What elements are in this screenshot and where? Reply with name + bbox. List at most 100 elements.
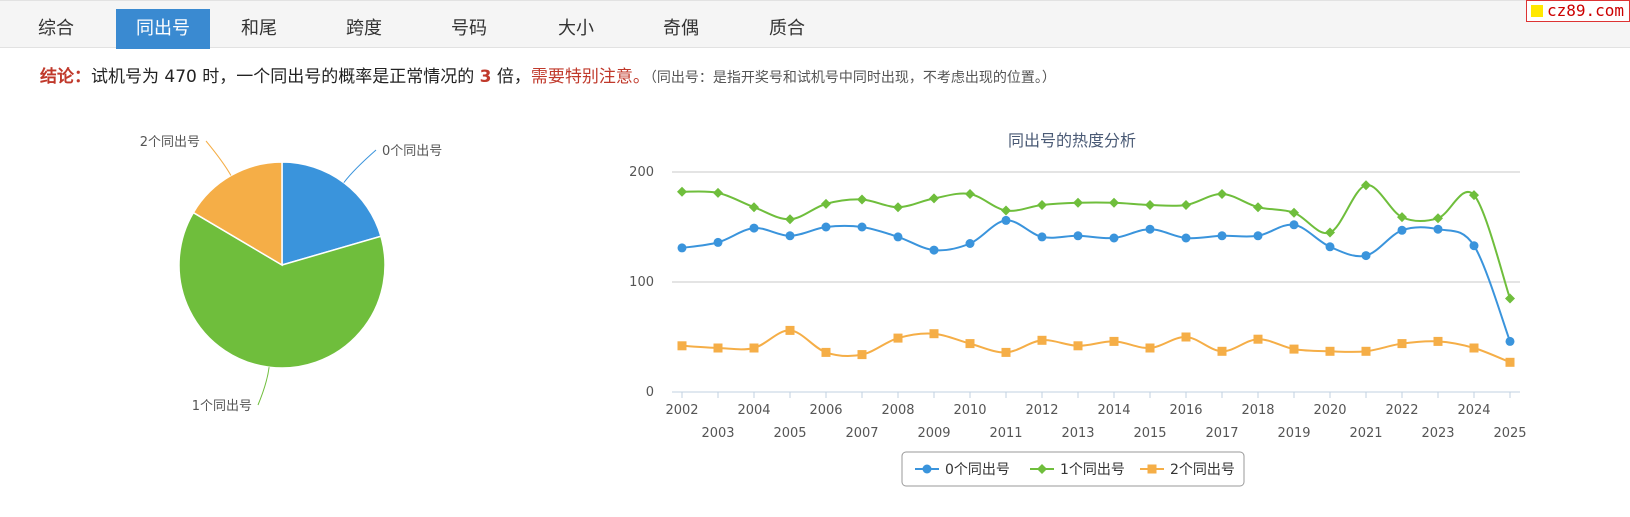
point-s2-19[interactable] (1361, 346, 1371, 356)
point-s0-0[interactable] (677, 243, 687, 253)
point-s2-0[interactable] (677, 341, 687, 351)
point-s0-21[interactable] (1433, 224, 1443, 234)
pie-connector-0 (343, 149, 377, 183)
point-s0-12[interactable] (1109, 233, 1119, 243)
point-s1-11[interactable] (1073, 197, 1083, 208)
pie-slice-2[interactable] (192, 161, 283, 267)
point-s1-6[interactable] (893, 202, 903, 213)
point-s1-5[interactable] (857, 194, 867, 205)
tab-7[interactable]: 质合 (769, 18, 805, 39)
tab-5[interactable]: 大小 (558, 18, 594, 39)
point-s1-1[interactable] (713, 187, 723, 198)
point-s0-18[interactable] (1325, 242, 1335, 252)
point-s1-14[interactable] (1181, 200, 1191, 210)
point-s1-15[interactable] (1217, 189, 1227, 199)
point-s2-1[interactable] (713, 343, 723, 353)
legend-marker-1[interactable] (1037, 464, 1047, 474)
point-s2-3[interactable] (785, 325, 795, 335)
point-s0-11[interactable] (1073, 231, 1083, 241)
point-s0-14[interactable] (1181, 233, 1191, 243)
point-s2-4[interactable] (821, 347, 831, 357)
point-s2-7[interactable] (929, 329, 939, 339)
point-s1-10[interactable] (1037, 200, 1047, 210)
point-s1-22[interactable] (1469, 190, 1479, 201)
legend: 0个同出号 1个同出号 2个同出号 (901, 451, 1245, 487)
legend-label-2: 2个同出号 (1170, 462, 1235, 478)
point-s2-21[interactable] (1433, 336, 1443, 346)
x-tick-label-13: 2015 (1133, 426, 1166, 441)
tab-0[interactable]: 综合 (38, 18, 74, 39)
x-tick-label-14: 2016 (1169, 403, 1202, 418)
pie-connector-2 (205, 140, 232, 176)
legend-item-0[interactable]: 0个同出号 (915, 462, 1010, 478)
point-s1-21[interactable] (1433, 213, 1443, 224)
tab-2[interactable]: 和尾 (241, 18, 277, 39)
point-s0-7[interactable] (929, 245, 939, 255)
point-s0-22[interactable] (1469, 241, 1479, 251)
point-s1-18[interactable] (1325, 227, 1335, 238)
point-s1-7[interactable] (929, 193, 939, 204)
point-s2-5[interactable] (857, 350, 867, 360)
legend-item-1[interactable]: 1个同出号 (1030, 462, 1125, 478)
point-s1-19[interactable] (1361, 180, 1371, 191)
tab-6[interactable]: 奇偶 (663, 18, 699, 39)
point-s2-14[interactable] (1181, 332, 1191, 342)
point-s1-4[interactable] (821, 198, 831, 209)
tab-3[interactable]: 跨度 (346, 18, 382, 39)
point-s1-3[interactable] (785, 214, 795, 225)
legend-item-2[interactable]: 2个同出号 (1140, 462, 1235, 478)
tab-4[interactable]: 号码 (451, 18, 487, 39)
point-s0-13[interactable] (1145, 224, 1155, 234)
point-s2-12[interactable] (1109, 336, 1119, 346)
point-s0-6[interactable] (893, 232, 903, 242)
point-s0-19[interactable] (1361, 251, 1371, 261)
point-s2-2[interactable] (749, 343, 759, 353)
x-tick-label-23: 2025 (1493, 426, 1526, 441)
point-s0-20[interactable] (1397, 225, 1407, 235)
point-s1-0[interactable] (677, 186, 687, 197)
point-s2-8[interactable] (965, 339, 975, 349)
point-s0-3[interactable] (785, 231, 795, 241)
pie-slice-1[interactable] (178, 211, 386, 369)
point-s2-16[interactable] (1253, 334, 1263, 344)
point-s2-6[interactable] (893, 333, 903, 343)
conclusion-multiple: 3 (479, 67, 492, 87)
point-s1-17[interactable] (1289, 207, 1299, 218)
point-s0-1[interactable] (713, 237, 723, 247)
site-badge[interactable]: cz89.com (1526, 0, 1630, 22)
point-s2-20[interactable] (1397, 339, 1407, 349)
point-s0-8[interactable] (965, 239, 975, 248)
point-s2-18[interactable] (1325, 346, 1335, 356)
line-chart-title: 同出号的热度分析 (1008, 131, 1136, 150)
pie-slice-0[interactable] (281, 161, 382, 266)
point-s0-23[interactable] (1505, 336, 1515, 346)
point-s2-11[interactable] (1073, 341, 1083, 351)
point-s2-13[interactable] (1145, 343, 1155, 353)
point-s2-22[interactable] (1469, 343, 1479, 353)
point-s1-16[interactable] (1253, 202, 1263, 213)
pie-connector-1 (257, 367, 270, 406)
point-s1-13[interactable] (1145, 200, 1155, 210)
point-s0-5[interactable] (857, 222, 867, 232)
point-s1-8[interactable] (965, 189, 975, 199)
point-s0-17[interactable] (1289, 220, 1299, 230)
point-s0-15[interactable] (1217, 231, 1227, 241)
point-s2-10[interactable] (1037, 335, 1047, 345)
point-s1-2[interactable] (749, 202, 759, 213)
point-s1-23[interactable] (1505, 293, 1515, 304)
point-s2-17[interactable] (1289, 344, 1299, 354)
point-s2-9[interactable] (1001, 347, 1011, 357)
point-s0-16[interactable] (1253, 231, 1263, 241)
point-s0-4[interactable] (821, 222, 831, 232)
legend-marker-0[interactable] (922, 464, 932, 474)
legend-marker-2[interactable] (1147, 464, 1157, 474)
point-s0-9[interactable] (1001, 215, 1011, 225)
point-s0-2[interactable] (749, 223, 759, 233)
tab-1[interactable]: 同出号 (116, 9, 210, 49)
point-s2-15[interactable] (1217, 346, 1227, 356)
point-s1-12[interactable] (1109, 197, 1119, 208)
point-s0-10[interactable] (1037, 232, 1047, 242)
point-s2-23[interactable] (1505, 357, 1515, 367)
point-s1-20[interactable] (1397, 212, 1407, 223)
point-s1-9[interactable] (1001, 205, 1011, 216)
